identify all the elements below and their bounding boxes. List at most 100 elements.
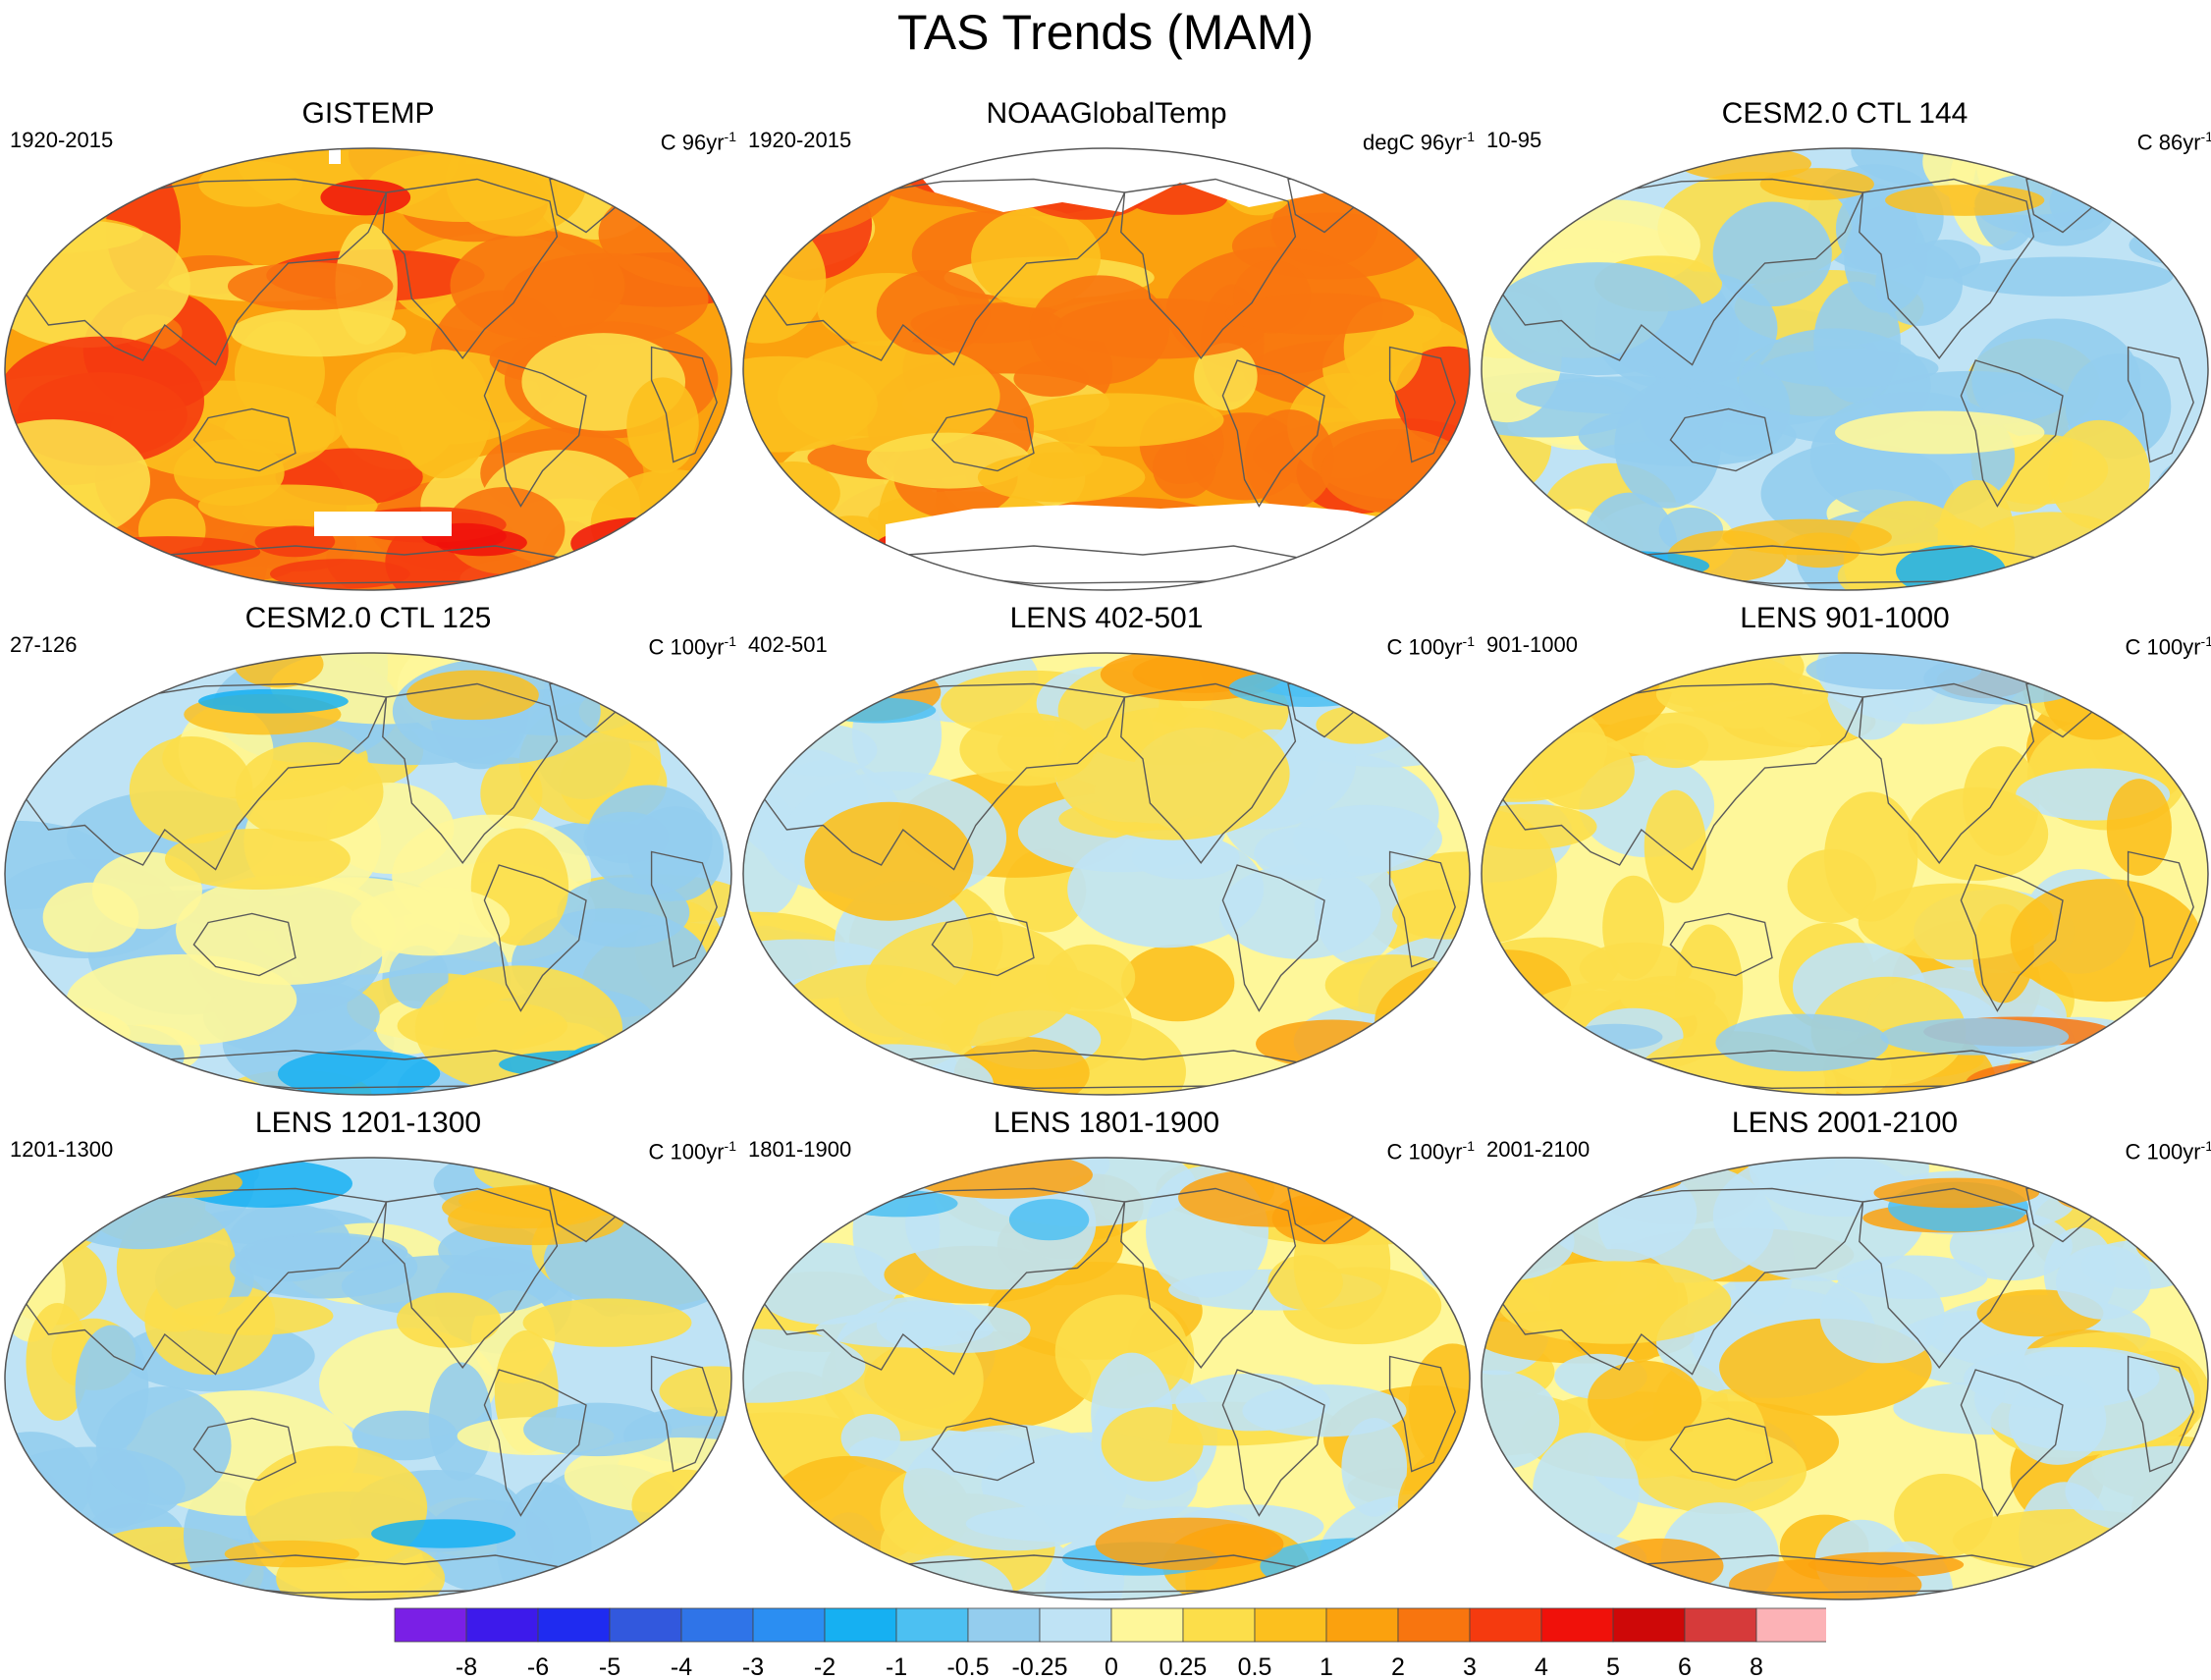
- coastline: [2127, 1355, 2194, 1473]
- coastline: [19, 178, 388, 366]
- map-panel: LENS 901-1000 901-1000 C 100yr-1: [1477, 601, 2211, 1102]
- map-projection: [1481, 147, 2209, 591]
- colorbar-swatch: [1397, 1607, 1471, 1643]
- colorbar-tick-label: -2: [814, 1653, 836, 1680]
- coastline: [1495, 178, 1864, 366]
- colorbar-tick-label: 5: [1606, 1653, 1620, 1680]
- colorbar-swatch: [752, 1607, 826, 1643]
- panel-title: GISTEMP: [301, 97, 435, 130]
- coastline: [382, 682, 559, 864]
- coastline: [757, 682, 1126, 871]
- colorbar-tick-label: 8: [1750, 1653, 1763, 1680]
- colorbar-tick-label: 2: [1391, 1653, 1405, 1680]
- units-superscript: -1: [724, 1138, 736, 1154]
- panel-title: CESM2.0 CTL 144: [1721, 97, 1968, 130]
- colorbar-swatch: [1254, 1607, 1327, 1643]
- panel-period-label: 901-1000: [1486, 632, 1578, 657]
- colorbar-tick-label: -0.5: [946, 1653, 989, 1680]
- panel-period-label: 10-95: [1486, 128, 1542, 152]
- coastline: [1859, 178, 2035, 359]
- coastline: [931, 407, 1035, 472]
- colorbar-swatch: [1612, 1607, 1686, 1643]
- units-text: C 100yr: [648, 1139, 725, 1165]
- map-outline: [742, 652, 1471, 1096]
- colorbar-swatch: [537, 1607, 611, 1643]
- map-panel: LENS 2001-2100 2001-2100 C 100yr-1: [1477, 1106, 2211, 1606]
- units-superscript: -1: [1462, 633, 1475, 649]
- map-field: [5, 1158, 731, 1599]
- panel-period-label: 1920-2015: [748, 128, 852, 152]
- coastline: [650, 346, 718, 463]
- coastline: [2127, 346, 2194, 463]
- colorbar-swatch: [1755, 1607, 1826, 1643]
- panel-units-label: C 100yr-1: [1387, 628, 1476, 660]
- map-outline: [1481, 1157, 2209, 1600]
- coastline: [1859, 682, 2035, 864]
- colorbar-swatch: [1540, 1607, 1614, 1643]
- map-outline: [4, 147, 732, 591]
- panel-period-label: 27-126: [10, 632, 78, 657]
- colorbar-swatch: [1182, 1607, 1256, 1643]
- coastline: [1859, 1187, 2035, 1369]
- colorbar-swatch: [1325, 1607, 1399, 1643]
- units-text: C 96yr: [660, 130, 725, 155]
- colorbar-tick-label: -5: [599, 1653, 620, 1680]
- units-superscript: -1: [724, 633, 736, 649]
- panel-period-label: 1801-1900: [748, 1137, 852, 1162]
- coastline: [1669, 1417, 1773, 1482]
- panel-title: CESM2.0 CTL 125: [244, 602, 492, 634]
- coastline: [483, 1369, 587, 1517]
- coastline: [483, 359, 587, 508]
- map-field: [5, 653, 731, 1095]
- panel-period-label: 2001-2100: [1486, 1137, 1591, 1162]
- colorbar-swatch: [680, 1607, 754, 1643]
- map-panel: NOAAGlobalTemp 1920-2015 degC 96yr-1: [738, 96, 1475, 597]
- map-panel: LENS 402-501 402-501 C 100yr-1: [738, 601, 1475, 1102]
- map-panel: CESM2.0 CTL 144 10-95 C 86yr-1: [1477, 96, 2211, 597]
- map-projection: [1481, 652, 2209, 1096]
- map-field: [1482, 1158, 2208, 1599]
- panel-units-label: C 100yr-1: [649, 1133, 737, 1165]
- panel-period-label: 1920-2015: [10, 128, 114, 152]
- colorbar-tick-label: 4: [1535, 1653, 1548, 1680]
- colorbar-swatch: [895, 1607, 969, 1643]
- map-panel: GISTEMP 1920-2015 C 96yr-1: [0, 96, 736, 597]
- panel-units-label: C 100yr-1: [2126, 628, 2211, 660]
- map-projection: [4, 147, 732, 591]
- coastline: [192, 407, 297, 472]
- colorbar-swatch: [967, 1607, 1041, 1643]
- coastline: [1495, 682, 1864, 871]
- units-text: degC 96yr: [1363, 130, 1463, 155]
- colorbar-tick-label: 0.25: [1159, 1653, 1208, 1680]
- coastline: [757, 1187, 1126, 1376]
- map-outline: [4, 652, 732, 1096]
- colorbar-tick-label: 3: [1463, 1653, 1477, 1680]
- colorbar-swatch: [824, 1607, 897, 1643]
- colorbar-tick-label: -4: [671, 1653, 692, 1680]
- coastline: [192, 912, 297, 977]
- colorbar-tick-label: -1: [886, 1653, 907, 1680]
- coastline: [1221, 1369, 1325, 1517]
- units-text: C 86yr: [2136, 130, 2201, 155]
- map-outline: [742, 147, 1471, 591]
- map-field: [743, 653, 1470, 1095]
- panel-period-label: 1201-1300: [10, 1137, 114, 1162]
- colorbar-tick-label: 6: [1678, 1653, 1692, 1680]
- units-superscript: -1: [2200, 633, 2211, 649]
- colorbar-swatch: [465, 1607, 539, 1643]
- units-text: C 100yr: [2125, 1139, 2201, 1165]
- coastline: [1669, 912, 1773, 977]
- map-outline: [4, 1157, 732, 1600]
- coastline: [931, 912, 1035, 977]
- panel-units-label: C 86yr-1: [2137, 124, 2211, 155]
- units-text: C 100yr: [2125, 634, 2201, 660]
- colorbar: -8 -6 -5 -4 -3 -2 -1 -0.5 -0.25 0 0.25 0.5 1 2 3 4 5 6 8: [394, 1607, 1826, 1680]
- coastline: [382, 1187, 559, 1369]
- colorbar-swatch: [394, 1607, 467, 1643]
- colorbar-swatch: [1469, 1607, 1542, 1643]
- map-outline: [742, 1157, 1471, 1600]
- coastline: [19, 682, 388, 871]
- colorbar-swatch: [609, 1607, 682, 1643]
- map-field: [5, 148, 731, 590]
- panel-units-label: C 100yr-1: [649, 628, 737, 660]
